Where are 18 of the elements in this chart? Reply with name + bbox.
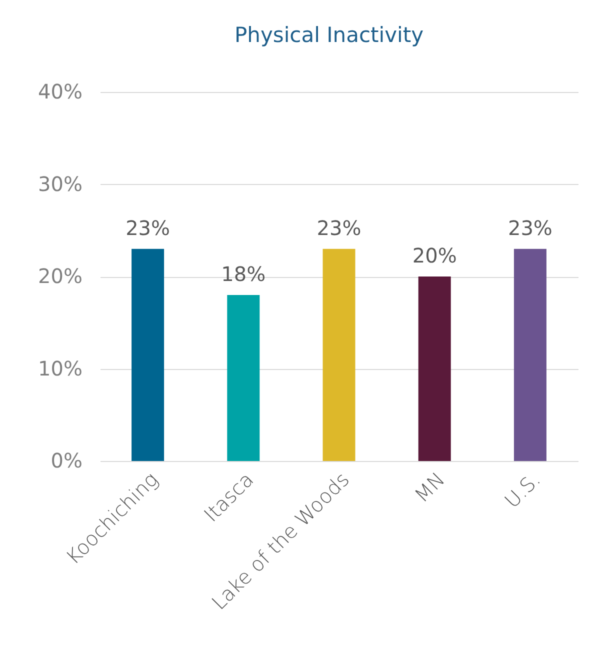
x-tick-label: U.S. xyxy=(500,467,546,513)
data-label: 23% xyxy=(316,216,362,240)
chart-title: Physical Inactivity xyxy=(234,23,424,47)
bar xyxy=(418,276,451,461)
data-label: 18% xyxy=(221,262,266,286)
bar xyxy=(227,294,260,461)
bar xyxy=(322,248,356,461)
y-tick-label: 20% xyxy=(38,264,82,288)
data-label: 23% xyxy=(508,216,552,240)
data-label: 23% xyxy=(126,216,170,240)
y-tick-label: 30% xyxy=(38,172,82,196)
x-tick-label: MN xyxy=(410,467,450,508)
y-tick-label: 40% xyxy=(38,80,82,104)
bar xyxy=(132,248,164,461)
data-label: 20% xyxy=(412,244,457,268)
y-tick-label: 10% xyxy=(38,356,82,380)
bar xyxy=(514,248,546,461)
y-tick-label: 0% xyxy=(50,448,82,472)
